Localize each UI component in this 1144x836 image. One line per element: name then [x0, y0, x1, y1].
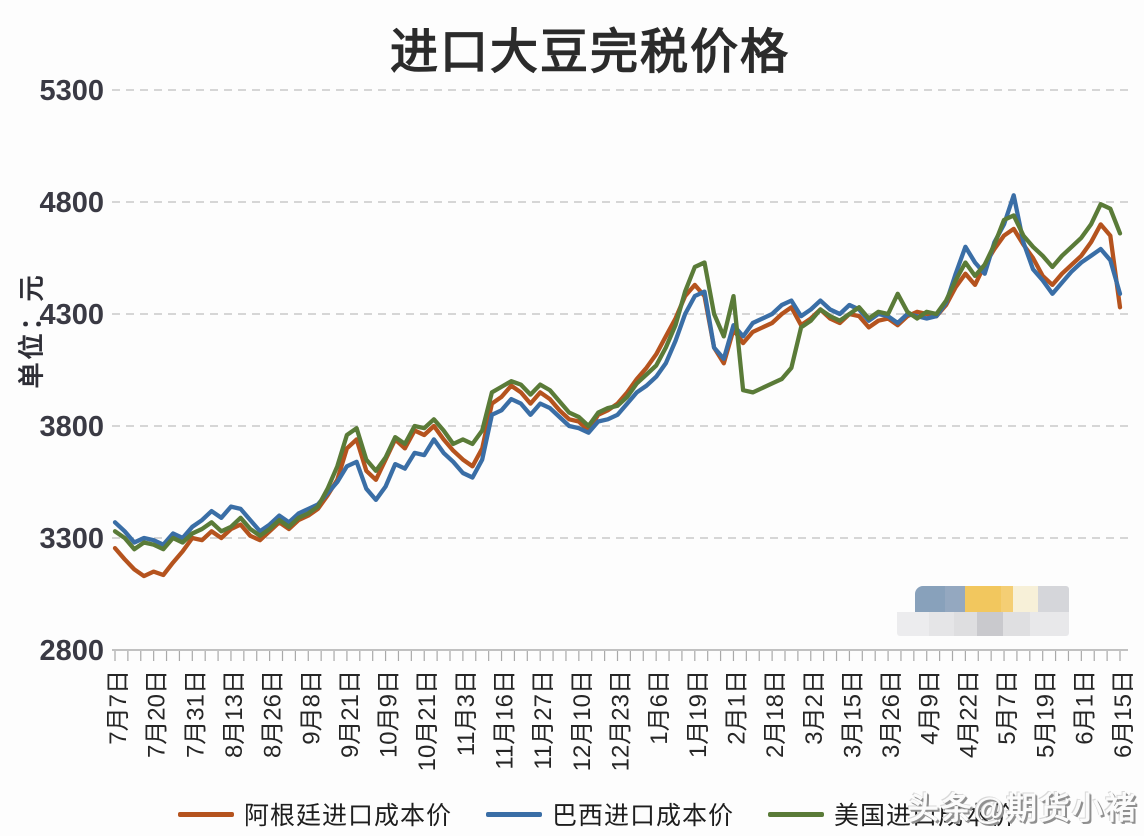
y-tick-label: 4300	[39, 299, 104, 331]
x-tick-label: 10月9日	[376, 670, 403, 758]
legend-label: 阿根廷进口成本价	[243, 802, 452, 830]
x-tick-label: 7月31日	[182, 670, 209, 758]
x-tick-label: 2月1日	[723, 670, 750, 745]
y-tick-label: 3800	[39, 411, 104, 443]
x-tick-label: 6月15日	[1110, 670, 1137, 758]
censor-block	[945, 586, 965, 612]
censor-block	[965, 586, 1001, 612]
y-tick-label: 5300	[39, 75, 104, 107]
x-tick-label: 11月3日	[453, 670, 480, 756]
x-tick-label: 3月2日	[801, 670, 828, 745]
legend-label: 巴西进口成本价	[551, 802, 734, 830]
censored-watermark-blocks	[897, 586, 1069, 636]
x-tick-label: 5月7日	[994, 670, 1021, 745]
censor-row	[897, 612, 1069, 636]
x-tick-label: 4月22日	[955, 670, 982, 758]
legend-line-swatch	[177, 811, 234, 817]
x-tick-label: 5月19日	[1033, 670, 1060, 758]
x-tick-label: 9月21日	[337, 670, 364, 758]
x-tick-label: 7月20日	[144, 670, 171, 758]
censor-block	[915, 586, 945, 612]
series-line	[112, 202, 1123, 552]
legend-item: 美国进口成本价	[768, 796, 1016, 832]
x-tick-label: 6月1日	[1071, 670, 1098, 745]
x-tick-label: 8月13日	[221, 670, 248, 758]
x-tick-label: 12月10日	[569, 670, 596, 771]
censor-block	[929, 612, 954, 636]
x-tick-label: 7月7日	[105, 670, 132, 745]
x-tick-label: 9月8日	[298, 670, 325, 745]
y-tick-label: 3300	[39, 523, 104, 555]
x-tick-label: 2月18日	[762, 670, 789, 758]
x-tick-label: 3月15日	[839, 670, 866, 758]
series-line	[112, 222, 1123, 579]
censor-block	[1013, 586, 1038, 612]
x-tick-label: 11月27日	[530, 670, 557, 770]
censor-row	[915, 586, 1069, 612]
y-tick-label: 4800	[39, 187, 104, 219]
legend-item: 巴西进口成本价	[485, 796, 734, 832]
chart-title: 进口大豆完税价格	[389, 26, 790, 79]
legend-line-swatch	[768, 811, 824, 817]
x-tick-label: 11月16日	[492, 670, 519, 770]
censor-block	[897, 612, 929, 636]
x-tick-label: 4月9日	[917, 670, 944, 745]
x-tick-label: 1月19日	[685, 670, 712, 758]
series-line	[112, 193, 1123, 547]
x-tick-label: 10月21日	[414, 670, 441, 771]
x-tick-label: 12月23日	[608, 670, 635, 771]
legend-label: 美国进口成本价	[834, 802, 1017, 830]
censor-block	[977, 612, 1003, 636]
legend: 阿根廷进口成本价 巴西进口成本价 美国进口成本价	[50, 796, 1144, 832]
x-tick-label: 3月26日	[878, 670, 905, 758]
censor-block	[1003, 612, 1030, 636]
watermark-text: 头条@期货小褚	[907, 791, 1138, 826]
censor-block	[1001, 586, 1013, 612]
censor-block	[1038, 586, 1069, 612]
x-tick-label: 8月26日	[260, 670, 287, 758]
y-tick-label: 2800	[39, 635, 104, 667]
legend-item: 阿根廷进口成本价	[177, 796, 452, 832]
x-tick-label: 1月6日	[646, 670, 673, 745]
legend-line-swatch	[485, 811, 542, 817]
censor-block	[954, 612, 977, 636]
censor-block	[1030, 612, 1069, 636]
